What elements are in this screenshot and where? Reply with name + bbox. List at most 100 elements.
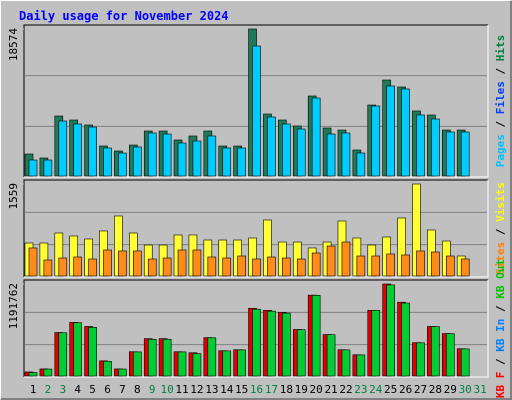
bar (73, 322, 83, 377)
bar (341, 132, 351, 177)
panel-edge-dark (23, 179, 488, 277)
legend-separator: / (494, 61, 507, 81)
bar (371, 105, 381, 177)
bar (296, 258, 306, 277)
bar (445, 131, 455, 177)
x-tick-label: 29 (444, 383, 457, 396)
x-tick-label: 1 (30, 383, 37, 396)
bar (371, 255, 381, 277)
bar (282, 312, 291, 377)
bar (326, 245, 336, 277)
bar (43, 259, 53, 277)
x-tick-label: 22 (339, 383, 352, 396)
bar (252, 45, 261, 177)
bar (356, 354, 366, 377)
x-tick-label: 24 (369, 383, 383, 396)
bar (445, 333, 455, 377)
legend-separator: / (494, 299, 507, 319)
bar (28, 247, 38, 277)
bar (460, 258, 470, 277)
bar (133, 250, 142, 277)
legend-entry: Pages (494, 134, 507, 167)
panel-edge-dark (23, 24, 488, 177)
bar (28, 159, 38, 177)
bar (43, 159, 53, 177)
legend: KB F / KB In / KB Out (494, 259, 507, 398)
bar (431, 326, 440, 377)
legend: Sites / Visits (494, 182, 507, 275)
bar (162, 338, 172, 377)
x-tick-label: 12 (190, 383, 203, 396)
x-tick-label: 26 (399, 383, 412, 396)
legend-entry: Hits (494, 35, 507, 62)
bar (416, 250, 425, 277)
x-tick-label: 10 (161, 383, 174, 396)
legend-entry: KB In (494, 319, 507, 352)
x-tick-label: 16 (250, 383, 263, 396)
bar (58, 332, 68, 377)
y-tick-label: 1559 (7, 183, 20, 210)
bar (237, 147, 246, 177)
bar (147, 258, 157, 277)
legend-entry: KB F (494, 372, 507, 399)
bar (222, 147, 232, 177)
panel-edge-light (24, 25, 489, 178)
x-tick-label: 18 (280, 383, 293, 396)
bar (252, 258, 261, 277)
x-tick-label: 4 (74, 383, 81, 396)
bar (416, 342, 425, 377)
bar (237, 255, 246, 277)
bar (177, 351, 187, 377)
bar (58, 120, 68, 177)
bar (207, 256, 217, 277)
bar (386, 253, 395, 277)
bar (460, 131, 470, 177)
legend-entry: KB Out (494, 259, 507, 299)
bar (192, 249, 202, 277)
bar (296, 329, 306, 377)
x-tick-label: 27 (414, 383, 427, 396)
panel-edge-dark (23, 279, 488, 377)
bar (222, 350, 232, 377)
bar (118, 152, 127, 177)
bar (311, 97, 321, 177)
bar (73, 123, 83, 177)
bar (311, 295, 321, 377)
bar (133, 351, 142, 377)
legend: Pages / Files / Hits (494, 35, 507, 168)
bar (88, 327, 97, 377)
chart-title: Daily usage for November 2024 (19, 9, 229, 23)
bar (147, 132, 157, 177)
x-tick-label: 30 (459, 383, 472, 396)
bar (341, 241, 351, 277)
x-tick-label: 6 (104, 383, 111, 396)
bar (103, 249, 112, 277)
bar (386, 85, 395, 177)
bar (252, 308, 261, 377)
bar (28, 372, 38, 377)
bar (103, 361, 112, 377)
bar (267, 310, 276, 377)
bar (326, 133, 336, 177)
legend-separator: / (494, 222, 507, 242)
x-tick-label: 8 (134, 383, 141, 396)
bar (192, 353, 202, 377)
bar (88, 126, 97, 177)
bar (416, 114, 425, 177)
bar (58, 257, 68, 277)
bar (356, 152, 366, 177)
x-tick-label: 5 (89, 383, 96, 396)
bar (207, 135, 217, 177)
x-tick-label: 21 (324, 383, 337, 396)
legend-entry: Sites (494, 242, 507, 275)
bar (207, 337, 217, 377)
bar (177, 249, 187, 277)
x-tick-label: 13 (205, 383, 218, 396)
bar (460, 348, 470, 377)
bar (267, 256, 276, 277)
y-tick-label: 18574 (7, 28, 20, 61)
bar (88, 258, 97, 277)
bar (296, 128, 306, 177)
